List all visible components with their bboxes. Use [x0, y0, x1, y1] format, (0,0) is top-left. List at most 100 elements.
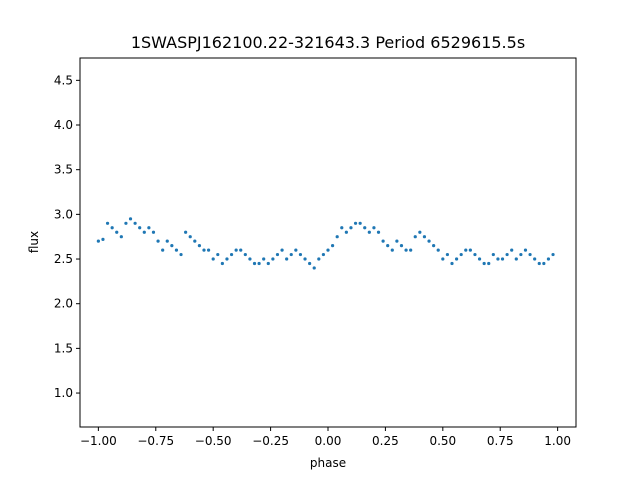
- data-point: [151, 230, 156, 234]
- data-point: [422, 235, 427, 239]
- data-point: [528, 252, 532, 257]
- data-point: [275, 252, 280, 257]
- data-point: [294, 248, 298, 252]
- data-point: [266, 261, 270, 266]
- data-point: [119, 235, 123, 239]
- data-point: [161, 248, 165, 252]
- data-point: [165, 239, 169, 243]
- data-point: [115, 230, 119, 234]
- data-point: [252, 261, 257, 266]
- data-point: [551, 252, 555, 257]
- data-point: [496, 257, 500, 261]
- data-point: [523, 248, 528, 252]
- data-point: [234, 248, 238, 252]
- data-point: [409, 248, 413, 252]
- data-point: [335, 235, 339, 239]
- data-point: [376, 230, 381, 234]
- data-point: [390, 248, 394, 252]
- y-tick-label: 4.5: [54, 73, 73, 87]
- data-point: [193, 239, 197, 243]
- data-point: [188, 235, 192, 239]
- data-point: [197, 244, 202, 248]
- data-point: [358, 221, 362, 225]
- x-tick-label: −0.75: [137, 434, 174, 448]
- data-point: [285, 257, 289, 261]
- y-tick-label: 1.5: [54, 341, 73, 355]
- data-point: [514, 257, 518, 261]
- data-point: [441, 257, 445, 261]
- x-tick-label: 0.50: [429, 434, 456, 448]
- y-axis-ticks: 1.0 1.5 2.0 2.5 3.0 3.5 4.0 4.5: [54, 73, 80, 400]
- data-point: [399, 244, 404, 248]
- x-tick-label: 0.25: [372, 434, 399, 448]
- data-point: [482, 261, 486, 266]
- data-point: [124, 221, 128, 225]
- data-point: [101, 237, 105, 241]
- data-point: [464, 248, 468, 252]
- data-point: [418, 230, 422, 234]
- data-point: [326, 248, 330, 252]
- data-point: [367, 230, 371, 234]
- data-point: [519, 252, 523, 257]
- data-point: [413, 235, 417, 239]
- data-point: [500, 257, 505, 261]
- x-axis-label: phase: [310, 456, 346, 470]
- x-tick-label: 0.00: [315, 434, 342, 448]
- x-tick-label: −0.50: [195, 434, 232, 448]
- data-point: [220, 261, 224, 266]
- data-point: [353, 221, 358, 225]
- plot-area-frame: [79, 57, 577, 428]
- data-point: [542, 261, 546, 266]
- data-point: [133, 221, 137, 225]
- data-point: [138, 226, 142, 230]
- data-point: [308, 261, 312, 266]
- data-point: [330, 244, 335, 248]
- x-tick-label: 0.75: [487, 434, 514, 448]
- data-point: [170, 244, 174, 248]
- data-point: [459, 252, 463, 257]
- y-axis-label: flux: [27, 231, 41, 253]
- data-point: [546, 257, 551, 261]
- data-point: [289, 252, 293, 257]
- y-tick-label: 4.0: [54, 118, 73, 132]
- data-point: [211, 257, 215, 261]
- data-point: [156, 239, 160, 243]
- data-point: [179, 252, 183, 257]
- data-point: [206, 248, 211, 252]
- data-point: [298, 252, 303, 257]
- data-point: [454, 257, 459, 261]
- data-point: [229, 252, 234, 257]
- data-point: [248, 257, 252, 261]
- data-point: [317, 257, 321, 261]
- data-point: [487, 261, 491, 266]
- data-point: [303, 257, 307, 261]
- data-point: [436, 248, 440, 252]
- data-point: [202, 248, 206, 252]
- data-point: [349, 226, 353, 230]
- data-point: [280, 248, 284, 252]
- data-points: [96, 217, 555, 270]
- data-point: [404, 248, 408, 252]
- data-point: [174, 248, 179, 252]
- data-point: [344, 230, 348, 234]
- y-tick-label: 3.0: [54, 207, 73, 221]
- data-point: [110, 226, 114, 230]
- y-tick-label: 1.0: [54, 386, 73, 400]
- data-point: [450, 261, 454, 266]
- data-point: [312, 266, 316, 270]
- x-tick-label: 1.00: [544, 434, 571, 448]
- data-point: [386, 244, 390, 248]
- data-point: [216, 252, 220, 257]
- data-point: [432, 244, 436, 248]
- data-point: [473, 252, 477, 257]
- data-point: [105, 221, 110, 225]
- data-point: [262, 257, 266, 261]
- y-tick-label: 2.0: [54, 297, 73, 311]
- data-point: [427, 239, 431, 243]
- data-point: [225, 257, 229, 261]
- data-point: [340, 226, 344, 230]
- data-point: [491, 252, 495, 257]
- x-tick-label: −0.25: [252, 434, 289, 448]
- data-point: [510, 248, 514, 252]
